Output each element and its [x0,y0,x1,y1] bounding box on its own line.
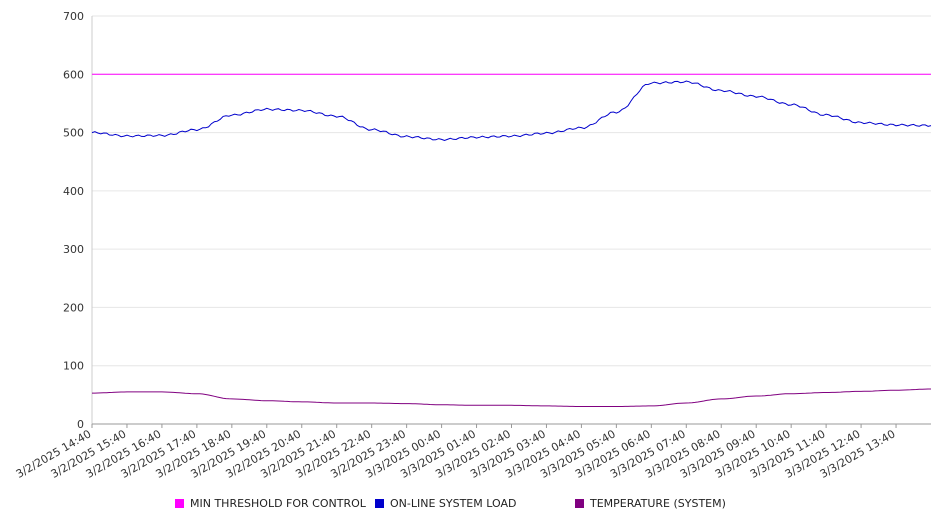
y-tick-label: 600 [63,68,84,81]
x-axis-ticks: 3/2/2025 14:403/2/2025 15:403/2/2025 16:… [14,424,898,481]
chart-legend: MIN THRESHOLD FOR CONTROL ON-LINE SYSTEM… [0,497,946,515]
legend-label-threshold: MIN THRESHOLD FOR CONTROL [190,497,366,510]
legend-swatch-system-load [375,499,384,508]
legend-item-system-load[interactable]: ON-LINE SYSTEM LOAD [375,497,516,510]
legend-swatch-temperature [575,499,584,508]
grid-lines [92,15,931,367]
y-tick-label: 0 [77,418,84,431]
chart-axes [91,16,931,425]
y-tick-label: 300 [63,243,84,256]
y-tick-label: 200 [63,301,84,314]
y-axis-ticks: 0 100 200 300 400 500 600 700 [63,10,84,431]
series-line-temperature [92,388,931,407]
series-line-system-load [91,80,932,142]
y-tick-label: 500 [63,127,84,140]
legend-label-system-load: ON-LINE SYSTEM LOAD [390,497,517,510]
legend-item-temperature[interactable]: TEMPERATURE (SYSTEM) [575,497,726,510]
y-tick-label: 100 [63,360,84,373]
legend-swatch-threshold [175,499,184,508]
y-tick-label: 700 [63,10,84,23]
series-lines [91,73,932,407]
legend-item-threshold[interactable]: MIN THRESHOLD FOR CONTROL [175,497,366,510]
legend-label-temperature: TEMPERATURE (SYSTEM) [590,497,726,510]
y-tick-label: 400 [63,185,84,198]
